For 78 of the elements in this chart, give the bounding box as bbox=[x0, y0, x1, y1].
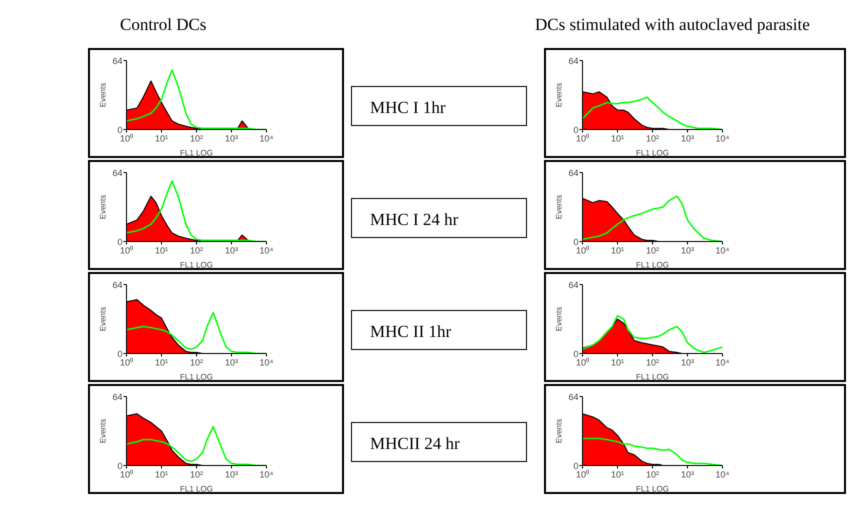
x-tick-label: 10² bbox=[646, 134, 660, 144]
x-tick-label: 10² bbox=[646, 358, 660, 368]
x-axis-title: FL1 LOG bbox=[180, 372, 213, 382]
x-axis-title: FL1 LOG bbox=[636, 260, 669, 270]
x-axis-title: FL1 LOG bbox=[180, 484, 213, 494]
y-axis-title: Events bbox=[98, 82, 108, 108]
x-axis-title: FL1 LOG bbox=[636, 148, 669, 158]
x-tick-label: 10⁰ bbox=[120, 134, 134, 144]
x-tick-label: 10¹ bbox=[154, 134, 168, 144]
y-tick-label: 64 bbox=[568, 168, 579, 178]
x-tick-label: 10⁴ bbox=[260, 470, 274, 480]
x-axis-title: FL1 LOG bbox=[180, 148, 213, 158]
x-tick-label: 10¹ bbox=[154, 246, 168, 256]
x-axis-title: FL1 LOG bbox=[636, 484, 669, 494]
x-tick-label: 10⁴ bbox=[260, 246, 274, 256]
y-tick-label: 0 bbox=[117, 349, 123, 359]
y-tick-label: 0 bbox=[117, 125, 123, 135]
y-tick-label: 0 bbox=[573, 125, 579, 135]
y-axis-title: Events bbox=[554, 418, 564, 444]
y-tick-label: 64 bbox=[568, 56, 579, 66]
chart-title: Control DCs bbox=[120, 14, 206, 36]
x-tick-label: 10³ bbox=[224, 246, 238, 256]
chart-title: DCs stimulated with autoclaved parasite bbox=[535, 14, 810, 36]
x-tick-label: 10² bbox=[190, 358, 204, 368]
y-tick-label: 64 bbox=[112, 280, 123, 290]
x-tick-label: 10³ bbox=[680, 134, 694, 144]
y-tick-label: 0 bbox=[117, 237, 123, 247]
y-axis-title: Events bbox=[554, 82, 564, 108]
y-tick-label: 64 bbox=[568, 392, 579, 402]
x-tick-label: 10¹ bbox=[610, 246, 624, 256]
y-axis-title: Events bbox=[554, 306, 564, 332]
x-tick-label: 10⁰ bbox=[576, 470, 590, 480]
x-tick-label: 10⁰ bbox=[120, 246, 134, 256]
x-tick-label: 10⁰ bbox=[576, 358, 590, 368]
x-tick-label: 10⁴ bbox=[260, 134, 274, 144]
x-tick-label: 10¹ bbox=[610, 358, 624, 368]
y-tick-label: 64 bbox=[112, 168, 123, 178]
x-tick-label: 10⁰ bbox=[120, 358, 134, 368]
x-tick-label: 10⁰ bbox=[120, 470, 134, 480]
x-tick-label: 10⁴ bbox=[716, 246, 730, 256]
x-tick-label: 10² bbox=[190, 134, 204, 144]
x-tick-label: 10⁴ bbox=[716, 358, 730, 368]
x-tick-label: 10² bbox=[190, 246, 204, 256]
x-tick-label: 10⁴ bbox=[260, 358, 274, 368]
y-axis-title: Events bbox=[98, 418, 108, 444]
x-tick-label: 10³ bbox=[680, 358, 694, 368]
y-tick-label: 0 bbox=[573, 237, 579, 247]
text: MHCII 24 hr bbox=[370, 433, 460, 455]
y-tick-label: 0 bbox=[573, 461, 579, 471]
x-tick-label: 10³ bbox=[680, 470, 694, 480]
x-tick-label: 10³ bbox=[224, 358, 238, 368]
text: MHC I 24 hr bbox=[370, 209, 458, 231]
x-tick-label: 10¹ bbox=[154, 470, 168, 480]
x-tick-label: 10¹ bbox=[610, 470, 624, 480]
x-tick-label: 10¹ bbox=[154, 358, 168, 368]
y-axis-title: Events bbox=[98, 306, 108, 332]
y-tick-label: 64 bbox=[112, 56, 123, 66]
x-tick-label: 10³ bbox=[224, 470, 238, 480]
y-tick-label: 64 bbox=[568, 280, 579, 290]
x-axis-title: FL1 LOG bbox=[636, 372, 669, 382]
x-tick-label: 10² bbox=[646, 470, 660, 480]
x-tick-label: 10² bbox=[190, 470, 204, 480]
text: MHC I 1hr bbox=[370, 97, 446, 119]
y-axis-title: Events bbox=[98, 194, 108, 220]
text: MHC II 1hr bbox=[370, 321, 452, 343]
y-tick-label: 0 bbox=[573, 349, 579, 359]
y-tick-label: 64 bbox=[112, 392, 123, 402]
y-axis-title: Events bbox=[554, 194, 564, 220]
x-tick-label: 10¹ bbox=[610, 134, 624, 144]
x-tick-label: 10⁰ bbox=[576, 134, 590, 144]
y-tick-label: 0 bbox=[117, 461, 123, 471]
x-tick-label: 10⁴ bbox=[716, 470, 730, 480]
x-tick-label: 10⁰ bbox=[576, 246, 590, 256]
x-tick-label: 10³ bbox=[680, 246, 694, 256]
x-tick-label: 10³ bbox=[224, 134, 238, 144]
x-tick-label: 10⁴ bbox=[716, 134, 730, 144]
x-tick-label: 10² bbox=[646, 246, 660, 256]
x-axis-title: FL1 LOG bbox=[180, 260, 213, 270]
